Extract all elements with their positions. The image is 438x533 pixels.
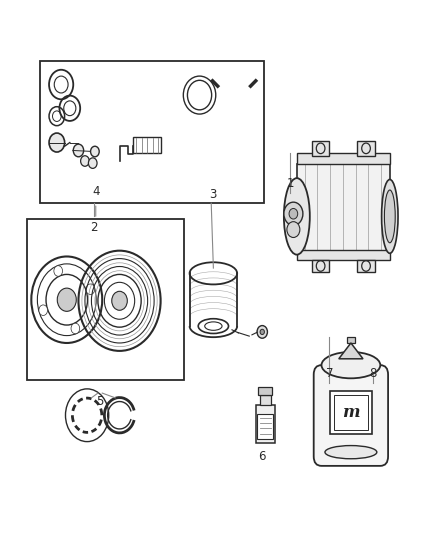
Polygon shape (339, 343, 363, 359)
Bar (346, 337, 355, 343)
Bar (258, 387, 272, 394)
Ellipse shape (325, 446, 377, 459)
Bar (297, 152, 390, 164)
Ellipse shape (381, 180, 398, 253)
Bar (133, 138, 161, 153)
Circle shape (71, 323, 80, 334)
Text: m: m (342, 404, 360, 421)
FancyBboxPatch shape (314, 365, 388, 466)
Circle shape (88, 158, 97, 168)
Circle shape (86, 284, 95, 295)
Text: 2: 2 (90, 221, 97, 233)
Circle shape (287, 222, 300, 238)
Bar (260, 394, 271, 405)
Bar (330, 391, 372, 434)
Circle shape (289, 208, 298, 219)
Circle shape (57, 288, 76, 311)
Circle shape (81, 156, 89, 166)
Circle shape (284, 202, 303, 225)
Bar (258, 414, 273, 439)
Text: 3: 3 (209, 188, 216, 200)
Bar (256, 405, 275, 443)
Circle shape (260, 329, 265, 335)
Text: 8: 8 (369, 367, 376, 380)
Bar (357, 260, 374, 272)
Circle shape (112, 292, 127, 310)
Ellipse shape (284, 178, 310, 255)
Circle shape (39, 305, 48, 316)
Bar (334, 395, 368, 430)
Text: 1: 1 (286, 177, 294, 190)
Circle shape (49, 133, 65, 152)
Circle shape (257, 326, 268, 338)
Text: 7: 7 (325, 367, 333, 380)
Text: 6: 6 (258, 449, 266, 463)
Ellipse shape (321, 352, 380, 378)
Ellipse shape (385, 190, 395, 243)
Circle shape (91, 146, 99, 157)
Bar (27, 219, 184, 380)
Text: 5: 5 (96, 394, 104, 408)
Bar (357, 141, 374, 156)
Circle shape (54, 266, 63, 276)
Circle shape (73, 144, 84, 157)
Bar (297, 250, 390, 260)
Bar (312, 141, 329, 156)
Bar (312, 260, 329, 272)
Bar (297, 164, 390, 251)
Text: 4: 4 (92, 185, 99, 198)
Bar (39, 61, 265, 203)
